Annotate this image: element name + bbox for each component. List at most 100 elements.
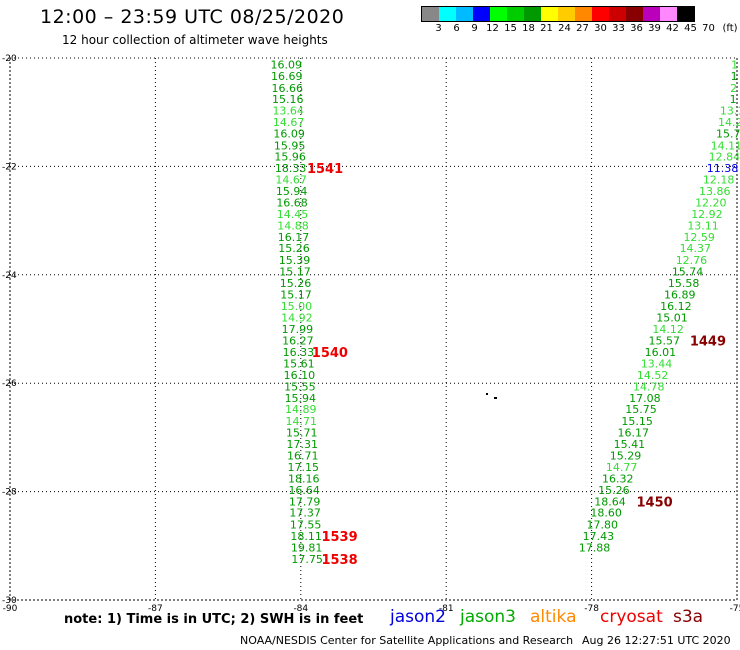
swh-value-label: 15.29 (610, 449, 642, 462)
swh-value-label: 14.89 (285, 403, 317, 416)
color-legend-labels: 3 6 9 12 15 18 21 24 27 30 33 36 39 42 45 70 (ft) (421, 23, 740, 35)
island-dot (494, 397, 497, 399)
legend-swatch (626, 7, 643, 21)
legend-swatch (422, 7, 439, 21)
swh-value-label: 18.11 (290, 530, 322, 543)
swh-value-label: 15.95 (274, 139, 306, 152)
swh-value-label: 11.38 (707, 162, 739, 175)
legend-label: 18 (522, 23, 535, 34)
legend-label: 27 (576, 23, 589, 34)
swh-value-label: 14.92 (281, 312, 313, 325)
swh-value-label: 1 (731, 59, 738, 72)
y-tick-label: -28 (2, 488, 17, 498)
legend-swatch (609, 7, 626, 21)
swh-value-label: 18.33 (275, 162, 307, 175)
swh-value-label: 15.17 (279, 266, 311, 279)
legend-swatch (592, 7, 609, 21)
swh-value-label: 16.17 (278, 231, 310, 244)
legend-label: 45 (684, 23, 697, 34)
swh-value-label: 12.92 (691, 208, 723, 221)
swh-value-label: 15.16 (272, 93, 304, 106)
swh-value-label: 17.80 (587, 519, 619, 532)
legend-swatch (439, 7, 456, 21)
legend-label: 36 (630, 23, 643, 34)
island-dot (486, 393, 488, 395)
generated-time: Aug 26 12:27:51 UTC 2020 (582, 634, 731, 647)
legend-label: 12 (486, 23, 499, 34)
legend-label: 3 (435, 23, 442, 34)
swh-value-label: 13.86 (699, 185, 731, 198)
swh-value-label: 17.55 (290, 519, 322, 532)
legend-swatch (660, 7, 677, 21)
pass-time-label: 1540 (312, 346, 348, 361)
swh-value-label: 19.81 (291, 541, 323, 554)
pass-time-label: 1539 (321, 530, 357, 545)
legend-label: 21 (540, 23, 553, 34)
swh-value-label: 18.60 (590, 507, 622, 520)
swh-value-label: 15.94 (285, 392, 317, 405)
satellite-cryosat: cryosat (600, 607, 663, 627)
legend-label: 42 (666, 23, 679, 34)
credit-line: NOAA/NESDIS Center for Satellite Applica… (240, 634, 574, 647)
swh-value-label: 15.57 (649, 334, 681, 347)
swh-value-label: 17.88 (579, 541, 611, 554)
swh-value-label: 14.11 (711, 139, 740, 152)
swh-value-label: 15.00 (281, 300, 313, 313)
swh-value-label: 14.37 (680, 242, 712, 255)
swh-value-label: 16.32 (602, 473, 634, 486)
swh-value-label: 16.66 (271, 82, 303, 95)
swh-value-label: 14.88 (277, 219, 309, 232)
swh-value-label: 12.76 (676, 254, 708, 267)
y-tick-label: -26 (2, 379, 17, 389)
satellite-jason2: jason2 (390, 607, 446, 627)
swh-value-label: 14.67 (275, 173, 307, 186)
swh-value-label: 14.71 (286, 415, 318, 428)
swh-value-label: 12.84 (709, 151, 740, 164)
legend-swatch (507, 7, 524, 21)
swh-value-label: 15.58 (668, 277, 700, 290)
swh-value-label: 12.18 (703, 173, 735, 186)
swh-value-label: 12.59 (683, 231, 715, 244)
legend-label: 24 (558, 23, 571, 34)
swh-value-label: 15.74 (672, 266, 704, 279)
swh-value-label: 16.64 (288, 484, 320, 497)
swh-value-label: 17.99 (282, 323, 314, 336)
swh-value-label: 17.43 (583, 530, 615, 543)
y-tick-label: -30 (2, 596, 17, 606)
swh-value-label: 1 (730, 93, 737, 106)
legend-label: 30 (594, 23, 607, 34)
swh-value-label: 15.01 (656, 312, 688, 325)
x-tick-label: -75 (730, 604, 740, 614)
swh-value-label: 17.08 (629, 392, 661, 405)
swh-value-label: 15.71 (286, 427, 318, 440)
swh-value-label: 16.27 (282, 334, 314, 347)
map-subtitle: 12 hour collection of altimeter wave hei… (62, 33, 328, 47)
swh-value-label: 16.10 (284, 369, 316, 382)
x-tick-label: -78 (584, 604, 599, 614)
swh-value-label: 18.64 (594, 495, 626, 508)
swh-value-label: 15.41 (614, 438, 646, 451)
swh-value-label: 18.16 (288, 473, 320, 486)
swh-value-label: 17.37 (289, 507, 321, 520)
swh-value-label: 16.68 (276, 197, 308, 210)
swh-value-label: 16.12 (660, 300, 692, 313)
legend-label: 70 (702, 23, 715, 34)
swh-value-label: 14.2 (718, 116, 740, 129)
legend-swatch (473, 7, 490, 21)
legend-swatch (643, 7, 660, 21)
swh-value-label: 15.15 (621, 415, 653, 428)
footnote: note: 1) Time is in UTC; 2) SWH is in fe… (64, 612, 364, 627)
swh-value-label: 15.26 (278, 242, 310, 255)
swh-value-label: 17.15 (287, 461, 319, 474)
swh-value-label: 13.1 (720, 105, 740, 118)
legend-label: 6 (453, 23, 460, 34)
pass-time-label: 1449 (690, 334, 726, 349)
satellite-altika: altika (530, 607, 577, 627)
pass-time-label: 1538 (321, 553, 357, 568)
swh-value-label: 14.12 (652, 323, 684, 336)
swh-value-label: 15.26 (280, 277, 312, 290)
swh-value-label: 15.94 (276, 185, 308, 198)
swh-value-label: 1 (731, 70, 738, 83)
swh-value-label: 16.09 (271, 59, 303, 72)
satellite-jason3: jason3 (460, 607, 516, 627)
